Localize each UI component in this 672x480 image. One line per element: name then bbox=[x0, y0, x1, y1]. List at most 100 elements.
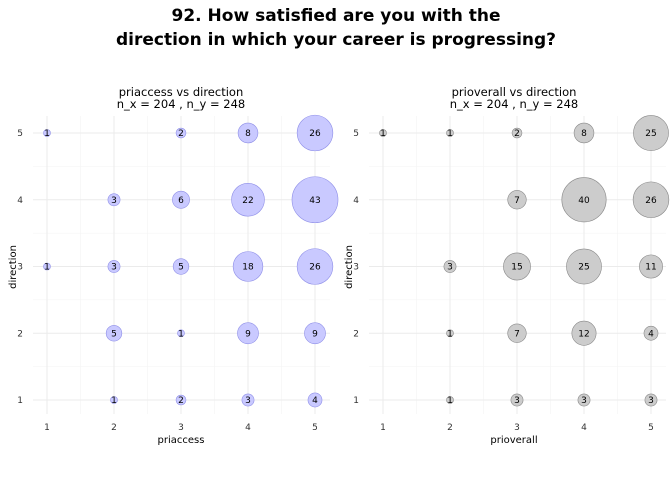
chart2-bubble bbox=[577, 393, 591, 407]
chart2-x-tick-label: 3 bbox=[514, 423, 520, 433]
chart2-bubble bbox=[379, 129, 387, 137]
chart1-bubble-label: 5 bbox=[111, 329, 117, 339]
chart2-bubble bbox=[507, 323, 527, 343]
chart1-bubble bbox=[105, 325, 123, 342]
chart1-bubble bbox=[43, 262, 51, 271]
chart2-bubble-label: 26 bbox=[645, 196, 657, 206]
chart1-bubble bbox=[237, 122, 259, 144]
chart2-y-tick-label: 2 bbox=[353, 329, 359, 339]
chart1-bubble-label: 2 bbox=[178, 129, 184, 139]
chart2-x-tick-label: 1 bbox=[380, 423, 386, 433]
chart1-bubble bbox=[172, 258, 190, 275]
chart1-y-axis-label: direction bbox=[8, 245, 19, 289]
chart2-bubble bbox=[644, 393, 658, 407]
chart1-bubble bbox=[231, 182, 265, 217]
chart1-x-tick-label: 4 bbox=[245, 423, 251, 433]
chart1-bubble bbox=[291, 176, 339, 224]
chart1-y-tick-label: 2 bbox=[17, 329, 23, 339]
chart1-bubble bbox=[232, 251, 264, 282]
chart2-bubble-label: 7 bbox=[514, 329, 520, 339]
chart1-bubble bbox=[307, 392, 323, 408]
chart1-bubble bbox=[177, 329, 185, 338]
chart1-bubble-label: 4 bbox=[312, 396, 318, 406]
chart2-bubble-label: 4 bbox=[648, 329, 654, 339]
title-line-2: direction in which your career is progre… bbox=[115, 30, 557, 50]
title-line-1: 92. How satisfied are you with the bbox=[171, 6, 501, 26]
chart2-title: prioverall vs direction bbox=[452, 85, 577, 99]
chart1-bubble bbox=[110, 396, 118, 404]
chart1-bubble bbox=[175, 394, 187, 406]
chart1-y-tick-label: 4 bbox=[17, 196, 23, 206]
chart2-bubble-label: 3 bbox=[648, 396, 654, 406]
chart2-bubble bbox=[511, 127, 523, 139]
chart1-bubble-label: 1 bbox=[44, 263, 50, 273]
chart1-x-tick-label: 2 bbox=[111, 423, 117, 433]
chart2-bubble bbox=[566, 248, 602, 285]
chart1-bubble-label: 6 bbox=[178, 196, 184, 206]
chart2-bubble bbox=[446, 129, 454, 137]
chart2-bubble bbox=[561, 177, 607, 223]
chart1-bubble-label: 43 bbox=[309, 196, 320, 206]
chart2-bubble-label: 7 bbox=[514, 196, 520, 206]
chart2-y-axis-label: direction bbox=[344, 245, 355, 289]
chart1-y-tick-label: 3 bbox=[17, 263, 23, 273]
chart1-bubble bbox=[237, 322, 259, 345]
chart2-bubble-label: 3 bbox=[581, 396, 587, 406]
chart1-bubble-label: 3 bbox=[111, 263, 117, 273]
chart1-title: priaccess vs direction bbox=[119, 85, 243, 99]
chart1-bubble bbox=[296, 248, 334, 285]
chart2-y-tick-label: 5 bbox=[353, 129, 359, 139]
chart2-bubble-label: 11 bbox=[645, 263, 656, 273]
chart1-bubble bbox=[296, 114, 334, 152]
chart1-bubble-label: 18 bbox=[242, 263, 254, 273]
chart2-bubble-label: 3 bbox=[447, 263, 453, 273]
chart2-x-tick-label: 4 bbox=[581, 423, 587, 433]
chart2-bubble bbox=[510, 393, 524, 407]
chart2-bubble bbox=[503, 252, 531, 281]
chart1-bubble bbox=[43, 129, 51, 137]
chart1-bubble-label: 1 bbox=[111, 396, 117, 406]
chart2-bubble-label: 2 bbox=[514, 129, 520, 139]
chart2-bubble-label: 25 bbox=[645, 129, 656, 139]
chart2-bubble bbox=[643, 325, 659, 341]
chart2-bubble bbox=[639, 254, 663, 279]
chart2-bubble bbox=[446, 329, 454, 338]
chart2-bubble-label: 40 bbox=[578, 196, 590, 206]
chart1-bubble-label: 26 bbox=[309, 263, 321, 273]
chart2-x-tick-label: 2 bbox=[447, 423, 453, 433]
chart1-subtitle: n_x = 204 , n_y = 248 bbox=[117, 97, 245, 111]
chart1-x-tick-label: 3 bbox=[178, 423, 184, 433]
chart1-bubble-label: 1 bbox=[178, 329, 184, 339]
chart1-y-tick-label: 5 bbox=[17, 129, 23, 139]
chart2-bubble-label: 25 bbox=[578, 263, 589, 273]
chart1-bubble-label: 22 bbox=[242, 196, 253, 206]
chart2-bubble bbox=[446, 396, 454, 404]
chart2-bubble-label: 3 bbox=[514, 396, 520, 406]
chart2-bubble-label: 15 bbox=[511, 263, 522, 273]
chart2-bubble-label: 1 bbox=[380, 129, 386, 139]
chart1-bubble-label: 3 bbox=[245, 396, 251, 406]
chart1-x-tick-label: 1 bbox=[44, 423, 50, 433]
chart2-bubble bbox=[633, 115, 669, 151]
chart2-x-axis-label: prioverall bbox=[490, 435, 537, 446]
chart1-bubble-label: 26 bbox=[309, 129, 321, 139]
chart1-bubble-label: 5 bbox=[178, 263, 184, 273]
chart1-bubble bbox=[172, 190, 190, 209]
chart2-y-tick-label: 1 bbox=[353, 396, 359, 406]
chart1-bubble bbox=[107, 260, 121, 273]
chart1-bubble-label: 3 bbox=[111, 196, 117, 206]
chart1-y-tick-label: 1 bbox=[17, 396, 23, 406]
chart1-bubble bbox=[304, 322, 326, 345]
chart2-bubble-label: 1 bbox=[447, 396, 453, 406]
chart2-subtitle: n_x = 204 , n_y = 248 bbox=[450, 97, 578, 111]
chart2-bubble bbox=[507, 190, 527, 210]
chart1-bubble-label: 2 bbox=[178, 396, 184, 406]
chart2-y-tick-label: 3 bbox=[353, 263, 359, 273]
chart1-bubble-label: 9 bbox=[312, 329, 318, 339]
chart2-bubble bbox=[571, 320, 597, 346]
chart2-bubble bbox=[443, 260, 457, 273]
chart1-bubble-label: 9 bbox=[245, 329, 251, 339]
chart2-bubble bbox=[632, 181, 670, 218]
chart1-bubble bbox=[175, 127, 187, 139]
